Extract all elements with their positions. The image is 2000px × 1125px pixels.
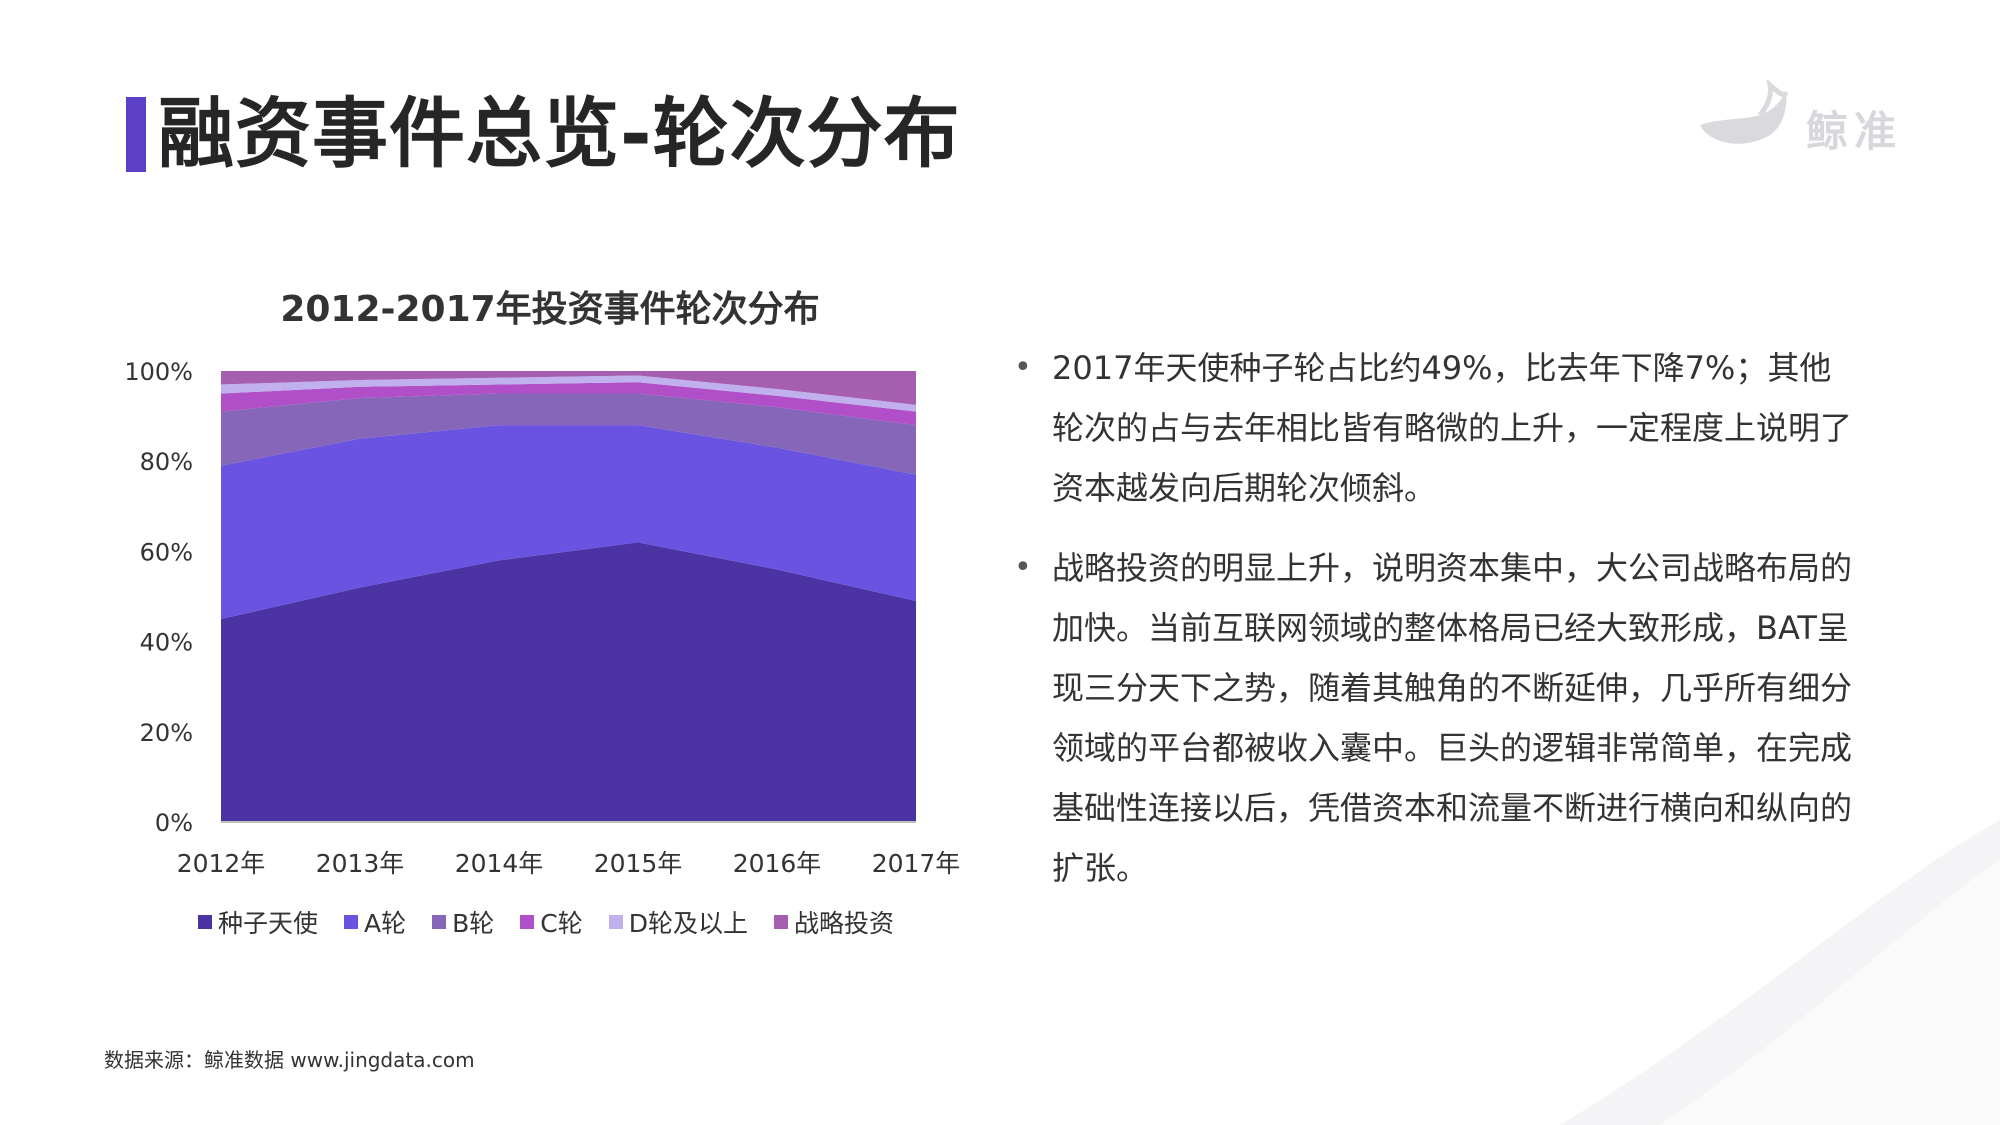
bullet-point: • 2017年天使种子轮占比约49%，比去年下降7%；其他轮次的占与去年相比皆有略… xyxy=(1010,338,1860,518)
bullet-point: • 战略投资的明显上升，说明资本集中，大公司战略布局的加快。当前互联网领域的整体格… xyxy=(1010,538,1860,898)
legend-swatch xyxy=(520,915,535,929)
x-tick-label: 2014年 xyxy=(455,849,544,878)
x-tick-label: 2013年 xyxy=(316,849,405,878)
y-tick-label: 40% xyxy=(140,629,193,657)
area-series-5 xyxy=(221,375,916,412)
legend-label: 战略投资 xyxy=(794,909,895,938)
whale-logo-icon xyxy=(1700,80,1789,144)
area-series-3 xyxy=(221,393,916,475)
y-tick-label: 100% xyxy=(124,358,193,386)
x-tick-label: 2015年 xyxy=(594,849,683,878)
bullet-dot-icon: • xyxy=(1014,550,1032,585)
page-title: 融资事件总览-轮次分布 xyxy=(158,89,961,178)
legend-swatch xyxy=(198,915,212,929)
bullet-dot-icon: • xyxy=(1014,350,1032,385)
area-series-6 xyxy=(221,371,916,405)
x-tick-label: 2012年 xyxy=(177,849,266,878)
y-tick-label: 0% xyxy=(155,809,193,837)
area-series-1 xyxy=(221,542,916,822)
legend-swatch xyxy=(608,915,623,929)
legend-item: B轮 xyxy=(432,904,494,940)
legend-label: A轮 xyxy=(364,909,407,938)
legend-label: 种子天使 xyxy=(218,909,319,938)
source-note: 数据来源：鲸准数据 www.jingdata.com xyxy=(104,1048,475,1072)
legend-item: 战略投资 xyxy=(774,904,894,940)
area-series-4 xyxy=(221,382,916,426)
y-tick-label: 20% xyxy=(140,719,193,747)
legend-item: C轮 xyxy=(520,904,583,940)
legend-label: C轮 xyxy=(540,909,583,938)
chart-title: 2012-2017年投资事件轮次分布 xyxy=(280,289,820,330)
bullet-text: 2017年天使种子轮占比约49%，比去年下降7%；其他轮次的占与去年相比皆有略微… xyxy=(1052,349,1853,507)
x-tick-label: 2016年 xyxy=(733,849,822,878)
legend-item: D轮及以上 xyxy=(608,904,749,940)
area-chart: 0% 20% 40% 60% 80% 100% 2012年 2013年 2014年 2015年 20… xyxy=(124,358,961,878)
legend-swatch xyxy=(432,915,447,929)
bullet-text: 战略投资的明显上升，说明资本集中，大公司战略布局的加快。当前互联网领域的整体格局… xyxy=(1052,549,1853,887)
legend-label: B轮 xyxy=(452,909,495,938)
bullet-list: • 2017年天使种子轮占比约49%，比去年下降7%；其他轮次的占与去年相比皆有略… xyxy=(1010,338,1860,918)
legend-item: A轮 xyxy=(344,904,406,940)
y-tick-label: 60% xyxy=(140,538,193,566)
y-tick-label: 80% xyxy=(140,448,193,476)
legend-swatch xyxy=(344,915,359,929)
legend-label: D轮及以上 xyxy=(628,909,749,938)
logo-text: 鲸准 xyxy=(1806,107,1903,156)
chart-legend: 种子天使 A轮 B轮 C轮 D轮及以上 战略投资 xyxy=(198,904,894,940)
x-tick-label: 2017年 xyxy=(872,849,961,878)
area-series-2 xyxy=(221,425,916,620)
legend-swatch xyxy=(774,915,789,929)
legend-item: 种子天使 xyxy=(198,904,318,940)
title-accent-bar xyxy=(126,97,146,172)
